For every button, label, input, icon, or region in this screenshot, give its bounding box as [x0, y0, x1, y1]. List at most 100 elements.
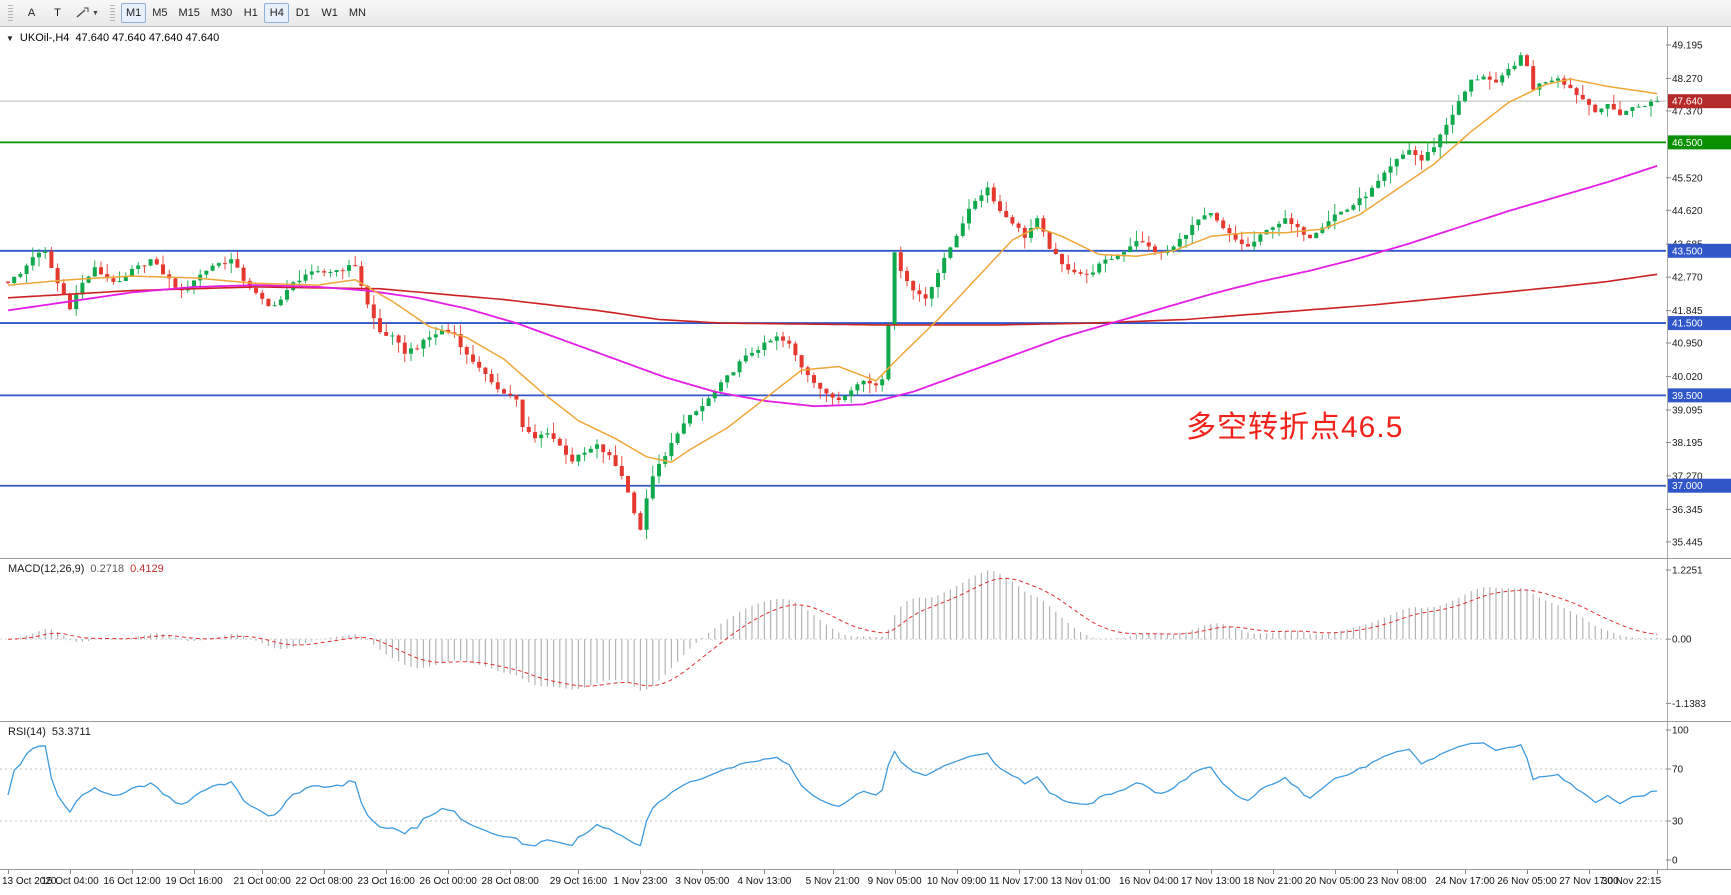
svg-text:44.620: 44.620	[1672, 206, 1703, 217]
svg-text:40.020: 40.020	[1672, 372, 1703, 383]
slow-ma-line	[7, 273, 1658, 326]
panel-separator[interactable]	[0, 558, 1731, 559]
time-tick	[956, 870, 958, 874]
timeframe-button-mn[interactable]: MN	[344, 3, 371, 23]
toolbar-grip[interactable]	[109, 5, 115, 21]
time-axis-label: 30 Nov 22:15	[1601, 876, 1662, 887]
chart-annotation-text[interactable]: 多空转折点46.5	[1186, 411, 1404, 444]
time-axis-label: 23 Oct 16:00	[357, 876, 415, 887]
macd-name: MACD(12,26,9)	[8, 563, 85, 575]
chevron-down-icon: ▼	[92, 9, 99, 17]
svg-text:47.640: 47.640	[1672, 97, 1703, 108]
svg-text:37.000: 37.000	[1672, 481, 1703, 492]
time-axis-label: 21 Oct 00:00	[233, 876, 291, 887]
svg-text:39.500: 39.500	[1672, 391, 1703, 402]
time-tick	[510, 870, 512, 874]
svg-text:48.270: 48.270	[1672, 74, 1703, 85]
svg-text:43.500: 43.500	[1672, 246, 1703, 257]
time-axis-label: 26 Oct 00:00	[419, 876, 477, 887]
time-tick	[1210, 870, 1212, 874]
svg-text:41.845: 41.845	[1672, 306, 1703, 317]
time-tick	[132, 870, 133, 874]
toolbar-grip[interactable]	[8, 5, 13, 21]
rsi-name: RSI(14)	[8, 726, 46, 738]
chart-dropdown-icon[interactable]: ▼	[6, 33, 14, 43]
timeframe-button-m30[interactable]: M30	[206, 3, 237, 23]
time-tick	[1465, 870, 1466, 874]
time-axis-label: 5 Nov 21:00	[805, 876, 860, 887]
main-chart-canvas[interactable]: 49.19548.27047.37045.52044.62043.68542.7…	[0, 26, 1731, 558]
timeframe-button-m5[interactable]: M5	[147, 3, 172, 23]
timeframe-button-m15[interactable]: M15	[174, 3, 205, 23]
time-axis-label: 13 Nov 01:00	[1050, 876, 1111, 887]
arrow-tool-button[interactable]: A	[19, 3, 44, 23]
time-axis[interactable]: 13 Oct 2020 15 Oct 04:00 16 Oct 12:00 19 Oc…	[0, 870, 1731, 895]
time-tick	[1527, 870, 1528, 874]
time-tick	[1396, 870, 1398, 874]
macd-panel-canvas[interactable]: 1.2251 0.00 -1.1383	[0, 559, 1731, 721]
time-axis-label: 20 Nov 05:00	[1305, 876, 1365, 887]
toolbar: A T ▼ M1 M5 M15 M30 H1 H4 D1 W1 MN	[0, 0, 1731, 27]
time-axis-label: 11 Nov 17:00	[989, 876, 1048, 887]
time-axis-label: 27 Nov 17:00	[1559, 876, 1619, 887]
time-tick	[640, 870, 642, 874]
time-tick	[1334, 870, 1336, 874]
rsi-label: RSI(14) 53.3711	[8, 726, 91, 738]
time-axis-label: 22 Oct 08:00	[295, 876, 353, 887]
time-tick	[70, 870, 71, 874]
panel-separator	[0, 869, 1731, 870]
time-tick	[262, 870, 264, 874]
macd-value-main: 0.2718	[90, 563, 125, 575]
time-axis-label: 9 Nov 05:00	[867, 876, 922, 887]
chart-title: ▼ UKOil-,H4 47.640 47.640 47.640 47.640	[6, 32, 219, 44]
macd-value-signal: 0.4129	[130, 563, 164, 575]
time-axis-label: 16 Nov 04:00	[1119, 876, 1179, 887]
time-tick	[324, 870, 326, 874]
time-tick	[578, 870, 580, 874]
objects-dropdown-button[interactable]: ▼	[71, 3, 104, 23]
time-axis-label: 13 Oct 2020	[2, 876, 57, 887]
svg-text:40.950: 40.950	[1672, 338, 1703, 349]
svg-text:39.095: 39.095	[1672, 406, 1703, 417]
svg-text:38.195: 38.195	[1672, 438, 1703, 449]
time-axis-label: 10 Nov 09:00	[926, 876, 987, 887]
svg-text:100: 100	[1672, 726, 1689, 737]
time-tick	[702, 870, 704, 874]
text-tool-button[interactable]: T	[45, 3, 70, 23]
time-axis-label: 15 Oct 04:00	[41, 876, 99, 887]
timeframe-group: M1 M5 M15 M30 H1 H4 D1 W1 MN	[120, 3, 371, 23]
time-axis-label: 23 Nov 08:00	[1367, 876, 1427, 887]
time-tick	[386, 870, 388, 874]
time-tick	[1148, 870, 1150, 874]
time-tick	[194, 870, 195, 874]
symbol-period-label: UKOil-,H4	[19, 32, 70, 44]
timeframe-button-w1[interactable]: W1	[316, 3, 343, 23]
svg-text:0: 0	[1672, 856, 1678, 867]
mid-ma-line	[7, 165, 1658, 408]
svg-text:36.345: 36.345	[1672, 505, 1703, 516]
timeframe-button-m1[interactable]: M1	[120, 3, 147, 23]
timeframe-button-d1[interactable]: D1	[290, 3, 315, 23]
ohlc-quotes: 47.640 47.640 47.640 47.640	[75, 32, 220, 44]
timeframe-button-h4[interactable]: H4	[264, 3, 290, 23]
svg-text:-1.1383: -1.1383	[1672, 699, 1706, 710]
time-tick	[1080, 870, 1082, 874]
rsi-panel-canvas[interactable]: 100 70 30 0	[0, 722, 1731, 869]
time-tick	[764, 870, 766, 874]
time-tick	[1272, 870, 1274, 874]
time-axis-label: 24 Nov 17:00	[1435, 876, 1495, 887]
time-tick	[1657, 870, 1659, 874]
svg-text:49.195: 49.195	[1672, 40, 1703, 51]
time-axis-label: 18 Nov 21:00	[1243, 876, 1303, 887]
time-axis-label: 28 Oct 08:00	[481, 876, 539, 887]
time-tick	[448, 870, 450, 874]
svg-text:41.500: 41.500	[1672, 319, 1703, 330]
svg-text:30: 30	[1672, 817, 1684, 828]
panel-separator[interactable]	[0, 721, 1731, 722]
trendline-icon	[76, 7, 89, 18]
svg-text:46.500: 46.500	[1672, 138, 1703, 149]
macd-label: MACD(12,26,9) 0.2718 0.4129	[8, 563, 164, 575]
timeframe-button-h1[interactable]: H1	[238, 3, 263, 23]
time-axis-label: 29 Oct 16:00	[549, 876, 608, 887]
